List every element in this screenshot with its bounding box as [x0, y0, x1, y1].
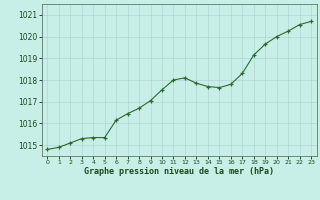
- X-axis label: Graphe pression niveau de la mer (hPa): Graphe pression niveau de la mer (hPa): [84, 167, 274, 176]
